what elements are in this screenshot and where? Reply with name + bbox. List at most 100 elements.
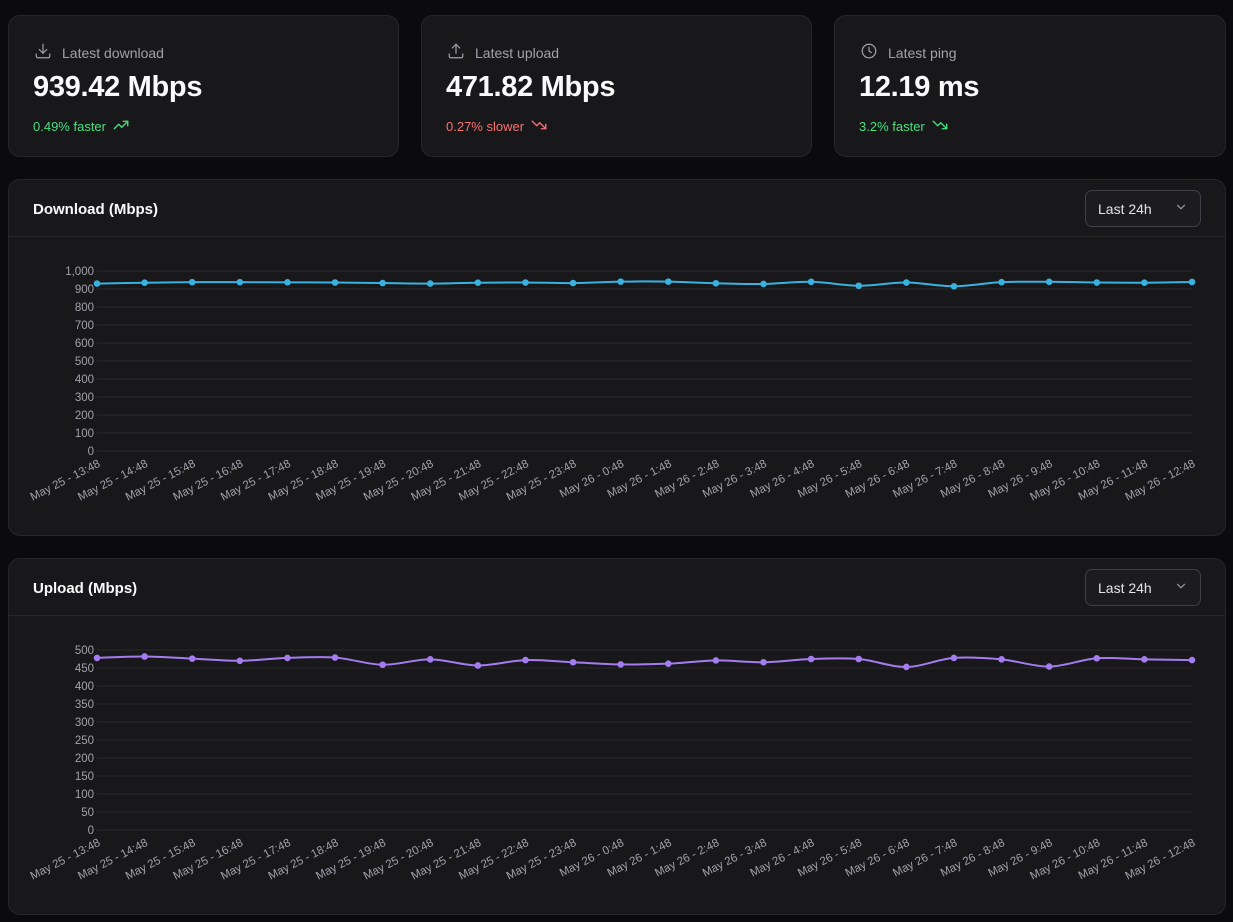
series-line <box>96 655 1193 668</box>
data-point <box>950 283 958 290</box>
data-point <box>903 279 910 286</box>
y-tick-label: 350 <box>75 699 94 711</box>
data-point <box>760 280 767 288</box>
y-tick-label: 900 <box>75 284 94 296</box>
data-point <box>188 655 196 662</box>
y-tick-label: 450 <box>75 663 94 675</box>
upload-icon <box>447 42 465 63</box>
stat-header: Latest download <box>34 42 164 63</box>
chart-title: Download (Mbps) <box>33 201 158 218</box>
data-point <box>950 654 958 662</box>
y-tick-label: 0 <box>88 446 94 458</box>
data-point <box>331 279 339 286</box>
data-point <box>1093 654 1101 662</box>
y-tick-label: 500 <box>75 645 94 657</box>
stat-delta: 3.2% faster <box>859 116 949 137</box>
upload-chart-card: Upload (Mbps) Last 24h 0 50 100 150 200 250 30… <box>8 558 1226 915</box>
data-point <box>807 278 815 286</box>
data-point <box>188 278 196 286</box>
latest-download-card: Latest download 939.42 Mbps 0.49% faster <box>8 15 399 157</box>
y-tick-label: 1,000 <box>65 266 94 278</box>
data-point <box>474 662 482 669</box>
divider <box>9 615 1225 616</box>
data-point <box>284 654 291 662</box>
divider <box>9 236 1225 237</box>
stat-value: 939.42 Mbps <box>33 71 203 103</box>
data-point <box>522 656 529 664</box>
y-tick-label: 50 <box>81 807 94 819</box>
data-point <box>712 657 720 664</box>
data-point <box>93 654 101 662</box>
trend-down-icon <box>931 116 949 137</box>
data-point <box>569 279 577 287</box>
stat-header: Latest upload <box>447 42 559 63</box>
data-point <box>1141 279 1148 287</box>
y-tick-label: 800 <box>75 302 94 314</box>
data-point <box>426 656 434 663</box>
chevron-down-icon <box>1174 200 1188 217</box>
data-point <box>474 279 482 287</box>
stat-label: Latest ping <box>888 44 957 61</box>
stat-value: 12.19 ms <box>859 71 980 103</box>
stat-delta: 0.27% slower <box>446 116 548 137</box>
time-range-select[interactable]: Last 24h <box>1085 190 1201 227</box>
latest-upload-card: Latest upload 471.82 Mbps 0.27% slower <box>421 15 812 157</box>
latest-ping-card: Latest ping 12.19 ms 3.2% faster <box>834 15 1226 157</box>
stat-label: Latest download <box>62 44 164 61</box>
y-tick-label: 300 <box>75 392 94 404</box>
y-tick-label: 250 <box>75 735 94 747</box>
data-point <box>760 658 767 666</box>
data-point <box>569 658 577 666</box>
y-tick-label: 700 <box>75 320 94 332</box>
stat-label: Latest upload <box>475 44 560 61</box>
range-select-value: Last 24h <box>1098 579 1152 596</box>
delta-text: 0.27% slower <box>446 119 525 134</box>
stat-value: 471.82 Mbps <box>446 71 616 103</box>
data-point <box>1045 663 1053 670</box>
data-point <box>1093 279 1101 286</box>
data-point <box>379 279 386 287</box>
y-tick-label: 100 <box>75 428 94 440</box>
data-point <box>855 655 863 663</box>
data-point <box>141 653 148 660</box>
chevron-down-icon <box>1174 579 1188 596</box>
data-point <box>331 654 339 661</box>
data-point <box>617 278 624 285</box>
data-point <box>1188 278 1196 286</box>
data-point <box>284 279 291 286</box>
trend-down-icon <box>530 116 548 137</box>
series-line <box>96 280 1193 288</box>
trend-up-icon <box>112 116 130 137</box>
data-point <box>665 660 672 667</box>
y-tick-label: 200 <box>75 753 94 765</box>
stat-header: Latest ping <box>860 42 957 63</box>
data-point <box>903 663 910 671</box>
y-tick-label: 100 <box>75 789 94 801</box>
data-point <box>712 279 720 287</box>
y-tick-label: 600 <box>75 338 94 350</box>
y-tick-label: 0 <box>88 825 94 837</box>
data-point <box>998 278 1005 286</box>
y-tick-label: 200 <box>75 410 94 422</box>
y-tick-label: 400 <box>75 374 94 386</box>
y-tick-label: 500 <box>75 356 94 368</box>
data-point <box>93 280 101 287</box>
data-point <box>522 279 529 286</box>
data-point <box>807 655 815 663</box>
data-point <box>236 657 244 665</box>
download-icon <box>34 42 52 63</box>
data-point <box>379 661 386 669</box>
range-select-value: Last 24h <box>1098 200 1152 217</box>
download-chart-card: Download (Mbps) Last 24h 0 100 200 300 400 50… <box>8 179 1226 536</box>
chart-title: Upload (Mbps) <box>33 580 138 597</box>
time-range-select[interactable]: Last 24h <box>1085 569 1201 606</box>
y-tick-label: 300 <box>75 717 94 729</box>
y-tick-label: 400 <box>75 681 94 693</box>
y-tick-label: 150 <box>75 771 94 783</box>
data-point <box>665 278 672 285</box>
clock-icon <box>860 42 878 63</box>
data-point <box>141 279 148 287</box>
data-point <box>1045 278 1053 286</box>
delta-text: 3.2% faster <box>859 119 925 134</box>
